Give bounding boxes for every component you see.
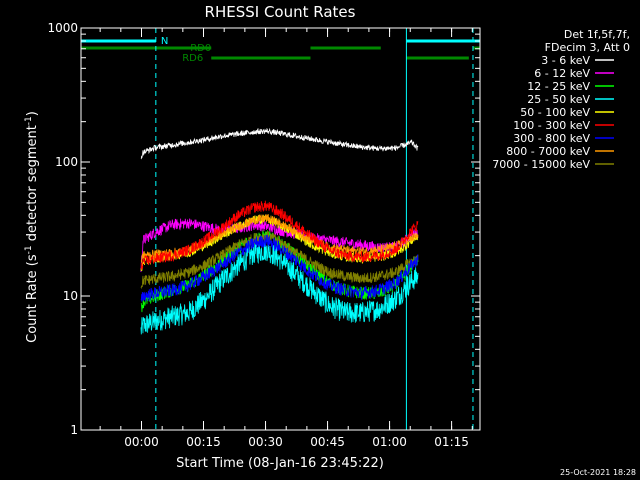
legend-label: 25 - 50 keV — [527, 93, 590, 106]
series-line-1 — [140, 218, 419, 273]
x-tick-label: 00:15 — [186, 435, 221, 449]
data-series — [140, 127, 419, 335]
chart-title: RHESSI Count Rates — [205, 3, 356, 21]
axis-ticks: 1 10 100 1000 00:00 00:15 00:30 00:45 01:00 01:15 — [47, 21, 480, 449]
y-axis-label-sup2: -1 — [24, 116, 34, 125]
y-tick-label: 1000 — [47, 21, 78, 35]
y-axis-label-sup1: -1 — [24, 245, 34, 254]
plot-timestamp: 25-Oct-2021 18:28 — [560, 468, 636, 477]
x-tick-label: 00:00 — [124, 435, 159, 449]
series-line-8 — [140, 231, 419, 290]
series-line-5 — [140, 200, 419, 270]
y-axis-label-mid: detector segment — [25, 125, 40, 245]
y-axis-label-text: Count Rate (s — [25, 254, 40, 343]
series-line-6 — [140, 234, 419, 302]
y-axis-label-end: ) — [25, 111, 40, 116]
series-line-3 — [140, 241, 419, 335]
y-axis-label: Count Rate (s-1 detector segment-1) — [24, 111, 40, 343]
legend-label: 3 - 6 keV — [541, 54, 590, 67]
x-axis-label: Start Time (08-Jan-16 23:45:22) — [176, 456, 384, 471]
legend-label: 7000 - 15000 keV — [492, 158, 590, 171]
legend-label: 800 - 7000 keV — [506, 145, 590, 158]
legend-label: 12 - 25 keV — [527, 80, 590, 93]
legend: Det 1f,5f,7f, FDecim 3, Att 0 3 - 6 keV6… — [492, 28, 630, 171]
y-tick-label: 1 — [70, 423, 78, 437]
legend-header-1: Det 1f,5f,7f, — [564, 28, 630, 41]
legend-header-2: FDecim 3, Att 0 — [545, 41, 630, 54]
legend-label: 100 - 300 keV — [513, 119, 590, 132]
y-tick-label: 100 — [55, 155, 78, 169]
series-line-0 — [140, 127, 419, 160]
series-line-2 — [140, 230, 419, 313]
flag-label-rd0: RD0 — [190, 43, 211, 54]
legend-label: 300 - 800 keV — [513, 132, 590, 145]
y-tick-label: 10 — [63, 289, 78, 303]
legend-label: 50 - 100 keV — [520, 106, 590, 119]
flag-label-n: N — [161, 36, 168, 47]
x-tick-label: 00:45 — [310, 435, 345, 449]
x-tick-label: 01:15 — [434, 435, 469, 449]
legend-label: 6 - 12 keV — [534, 67, 590, 80]
flag-label-rd6: RD6 — [182, 53, 203, 64]
axes-frame — [80, 27, 481, 431]
x-tick-label: 00:30 — [248, 435, 283, 449]
x-tick-label: 01:00 — [372, 435, 407, 449]
